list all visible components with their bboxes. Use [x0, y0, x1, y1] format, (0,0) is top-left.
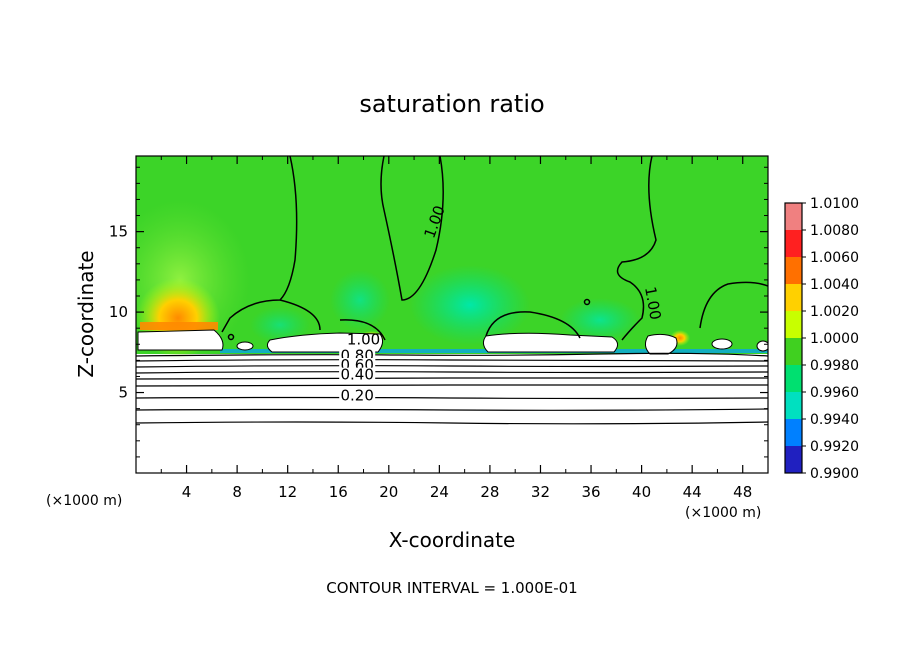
y-unit-label: (×1000 m): [46, 493, 122, 509]
colorbar-tick-label: 0.9940: [810, 412, 859, 428]
chart-title: saturation ratio: [359, 90, 544, 118]
contour-lines-1.00: [221, 156, 768, 341]
x-tick-label: 44: [683, 483, 702, 501]
colorbar-segment: [785, 446, 802, 473]
plot-area: [136, 156, 768, 473]
colorbar-segment: [785, 257, 802, 284]
y-tick-label: 10: [109, 303, 128, 321]
contour-label-bg: [339, 388, 376, 404]
cloud-blob-6: [711, 338, 733, 350]
x-axis-ticks: 4 8 12 16 20 24 28 32 36 40 44 48: [160, 156, 752, 501]
colorbar-segment: [785, 230, 802, 257]
x-tick-label: 48: [733, 483, 752, 501]
contour-label-bg: [339, 367, 376, 383]
colorbar-tick-label: 1.0060: [810, 250, 859, 266]
contour-label: 1.00: [641, 285, 665, 321]
x-tick-label: 36: [581, 483, 600, 501]
colorbar-tick-label: 1.0100: [810, 196, 859, 212]
colorbar-tick-label: 0.9920: [810, 439, 859, 455]
cloud-blob-7: [756, 340, 768, 352]
x-tick-label: 4: [182, 483, 192, 501]
orange-band-left: [140, 322, 218, 330]
cloud-blob-3: [482, 332, 618, 353]
contour-lines-lower: [136, 352, 768, 425]
colorbar-tick-label: 0.9900: [810, 466, 859, 482]
colorbar-tick-label: 1.0020: [810, 304, 859, 320]
x-axis-label: X-coordinate: [389, 528, 516, 552]
colorbar-tick-label: 1.0080: [810, 223, 859, 239]
x-tick-label: 20: [379, 483, 398, 501]
contour-interval-note: CONTOUR INTERVAL = 1.000E-01: [326, 579, 577, 597]
y-tick-label: 15: [109, 223, 128, 241]
cloud-blob-5: [236, 341, 254, 351]
cyan-patch-3: [560, 298, 640, 342]
colorbar-segment: [785, 365, 802, 392]
y-tick-label: 5: [118, 384, 128, 402]
contour-label: 0.20: [340, 387, 373, 405]
colorbar-tick-label: 0.9960: [810, 385, 859, 401]
cyan-patch-1: [410, 265, 530, 345]
colorbar-segment: [785, 203, 802, 230]
cyan-patch-4: [250, 307, 310, 343]
colorbar-segment: [785, 284, 802, 311]
x-tick-label: 16: [329, 483, 348, 501]
plot-frame: [135, 155, 769, 474]
x-tick-label: 40: [632, 483, 651, 501]
cyan-patch-2: [330, 270, 390, 330]
x-tick-label: 24: [430, 483, 449, 501]
x-tick-label: 12: [278, 483, 297, 501]
x-tick-label: 32: [531, 483, 550, 501]
cloud-blob-4: [644, 333, 678, 355]
colorbar-tick-label: 1.0000: [810, 331, 859, 347]
colorbar-segment: [785, 392, 802, 419]
contour-label: 0.40: [340, 366, 373, 384]
y-axis-ticks: 5 10 15: [109, 166, 768, 458]
y-axis-label: Z-coordinate: [74, 250, 98, 377]
contour-label: 1.00: [347, 330, 380, 348]
x-tick-label: 28: [480, 483, 499, 501]
colorbar-segment: [785, 338, 802, 365]
colorbar-segment: [785, 419, 802, 446]
x-unit-label: (×1000 m): [685, 505, 761, 521]
colorbar-tick-label: 0.9980: [810, 358, 859, 374]
cloud-blob-2: [266, 332, 384, 353]
colorbar-tick-label: 1.0040: [810, 277, 859, 293]
colorbar-segment: [785, 311, 802, 338]
colorbar: 1.0100 1.0080 1.0060 1.0040 1.0020 1.0000 0.99…: [784, 196, 859, 482]
x-tick-label: 8: [232, 483, 242, 501]
cloud-blob-1: [137, 329, 224, 351]
